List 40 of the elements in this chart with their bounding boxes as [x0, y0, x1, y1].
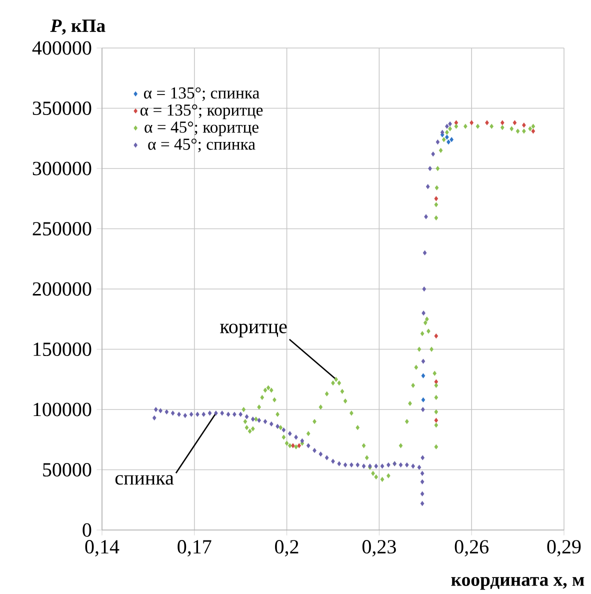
legend-label: α = 45°; коритце — [144, 122, 258, 136]
x-tick-label: 0,29 — [547, 540, 581, 556]
y-tick-label: 400000 — [32, 41, 92, 55]
point — [470, 120, 474, 126]
point — [450, 137, 454, 142]
point — [434, 379, 438, 384]
point — [434, 418, 438, 423]
legend-label: α = 135°; спинка — [144, 87, 260, 101]
legend-label: α = 135°; коритце — [140, 104, 263, 120]
x-tick-label: 0,14 — [85, 540, 120, 556]
point — [485, 120, 489, 126]
point — [446, 140, 450, 144]
annotation: спинка — [115, 475, 174, 485]
y-axis-title: P, кПа — [50, 20, 106, 35]
y-tick-label: 0 — [82, 523, 92, 537]
point — [512, 120, 517, 126]
legend-label: α = 45°; спинка — [148, 138, 256, 152]
point — [531, 128, 536, 134]
y-tick-label: 100000 — [34, 402, 92, 416]
point — [291, 443, 295, 448]
y-tick-label: 150000 — [34, 342, 92, 356]
point — [522, 122, 526, 128]
point — [445, 134, 449, 140]
annotation: коритце — [220, 324, 287, 338]
point — [434, 334, 438, 338]
y-tick-label: 50000 — [43, 463, 92, 476]
point — [421, 373, 426, 378]
y-tick-label: 350000 — [32, 102, 92, 115]
point — [297, 443, 301, 448]
x-tick-label: 0,23 — [362, 540, 396, 556]
x-axis-title: координата x, м — [451, 576, 584, 590]
y-tick-label: 250000 — [32, 222, 92, 236]
point — [421, 397, 426, 402]
x-tick-label: 0,2 — [275, 540, 298, 556]
x-tick-label: 0,17 — [178, 540, 212, 556]
y-tick-label: 300000 — [32, 162, 92, 176]
y-tick-label: 200000 — [32, 282, 92, 296]
point — [500, 120, 504, 126]
x-tick-label: 0,26 — [454, 540, 489, 556]
point — [434, 196, 438, 202]
